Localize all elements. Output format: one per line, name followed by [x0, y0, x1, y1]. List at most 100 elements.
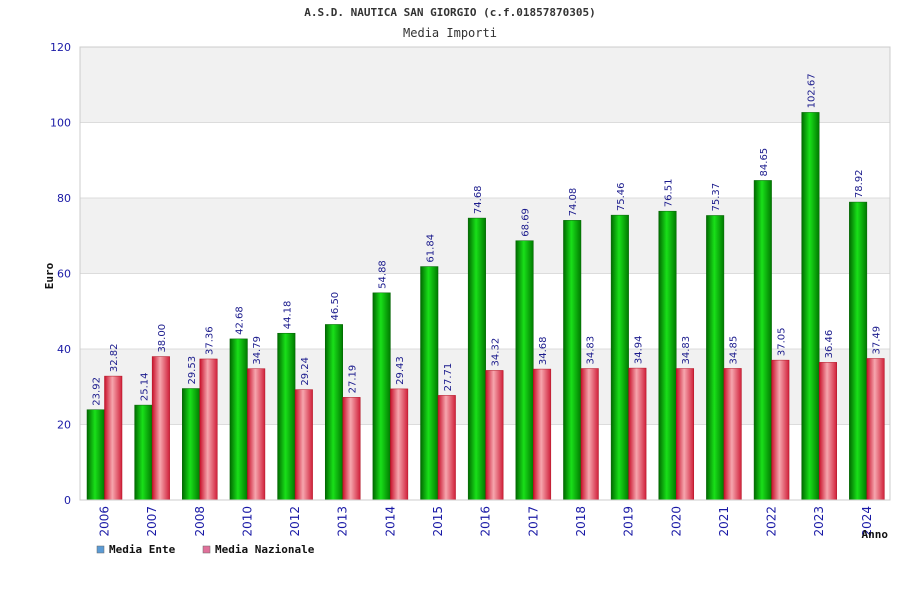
chart-subtitle: Media Importi — [403, 26, 497, 40]
bar-media-ente-2023 — [801, 112, 820, 501]
chart-title: A.S.D. NAUTICA SAN GIORGIO (c.f.01857870… — [304, 6, 595, 19]
bar-media-nazionale-2014 — [390, 388, 409, 501]
bar-media-nazionale-2012 — [294, 389, 313, 501]
data-label: 54.88 — [378, 260, 389, 289]
y-tick-label: 80 — [57, 192, 71, 205]
axes: 0 20 40 60 80 100 120 2006 2007 2008 2010 2012 2013 2… — [50, 41, 891, 537]
bar-media-nazionale-2017 — [533, 368, 552, 501]
bar-media-nazionale-2008 — [199, 358, 218, 501]
x-tick-label: 2024 — [860, 506, 874, 537]
bar-media-nazionale-2010 — [247, 368, 266, 501]
bar-media-ente-2015 — [420, 266, 439, 501]
bar-media-nazionale-2013 — [342, 397, 361, 501]
data-label: 29.24 — [300, 357, 311, 386]
x-tick-label: 2021 — [717, 506, 731, 537]
bar-media-ente-2013 — [324, 324, 343, 501]
data-label: 29.43 — [395, 356, 406, 385]
bar-media-ente-2012 — [277, 332, 296, 501]
x-tick-label: 2008 — [193, 506, 207, 537]
bar-media-ente-2024 — [849, 201, 868, 501]
plot-border — [79, 46, 891, 501]
legend-swatch — [96, 545, 105, 554]
y-tick-label: 20 — [57, 419, 71, 432]
data-label: 34.79 — [252, 336, 263, 365]
x-tick-label: 2010 — [240, 506, 254, 537]
bar-media-nazionale-2024 — [866, 358, 885, 501]
legend-swatch — [202, 545, 211, 554]
grid-band — [80, 47, 890, 123]
bar-media-ente-2020 — [658, 210, 677, 501]
bar-media-ente-2017 — [515, 240, 534, 501]
bar-media-nazionale-2020 — [676, 368, 695, 501]
data-label: 34.68 — [538, 336, 549, 365]
bar-media-ente-2016 — [467, 217, 486, 501]
data-label: 46.50 — [330, 292, 341, 321]
data-label: 38.00 — [157, 324, 168, 353]
legend-label: Media Ente — [109, 543, 176, 556]
bar-media-ente-2014 — [372, 292, 391, 501]
data-label: 37.05 — [776, 327, 787, 356]
bar-media-nazionale-2007 — [151, 356, 170, 501]
data-label: 23.92 — [92, 377, 103, 406]
y-tick-label: 100 — [50, 117, 71, 130]
x-axis-label: Anno — [862, 528, 889, 541]
x-tick-label: 2017 — [526, 506, 540, 537]
data-label: 25.14 — [139, 372, 150, 401]
legend: Media Ente Media Nazionale — [96, 543, 315, 556]
x-tick-label: 2022 — [765, 506, 779, 537]
bar-media-nazionale-2018 — [580, 368, 599, 501]
bar-media-ente-2006 — [86, 409, 105, 501]
bar-media-ente-2007 — [134, 404, 153, 501]
y-tick-label: 40 — [57, 343, 71, 356]
x-tick-label: 2016 — [479, 506, 493, 537]
data-label: 36.46 — [824, 330, 835, 359]
x-tick-label: 2023 — [812, 506, 826, 537]
bar-media-nazionale-2015 — [437, 395, 456, 501]
x-tick-label: 2018 — [574, 506, 588, 537]
data-label: 34.83 — [681, 336, 692, 365]
data-label: 34.94 — [633, 335, 644, 364]
bar-media-ente-2008 — [182, 388, 201, 501]
bar-media-ente-2018 — [563, 220, 582, 501]
bars — [86, 112, 885, 501]
bar-media-nazionale-2016 — [485, 370, 504, 501]
y-axis-label: Euro — [43, 262, 56, 289]
x-tick-label: 2013 — [336, 506, 350, 537]
data-label: 32.82 — [109, 343, 120, 372]
x-tick-label: 2006 — [98, 506, 112, 537]
x-tick-label: 2019 — [622, 506, 636, 537]
data-label: 61.84 — [425, 234, 436, 263]
data-label: 75.46 — [616, 182, 627, 211]
data-label: 34.85 — [729, 336, 740, 365]
x-tick-label: 2015 — [431, 506, 445, 537]
data-label: 75.37 — [711, 183, 722, 212]
data-label: 44.18 — [282, 301, 293, 330]
bar-media-ente-2010 — [229, 338, 248, 501]
data-label: 27.19 — [347, 365, 358, 394]
data-labels: 23.92 32.82 25.14 38.00 29.53 37.36 42.68 34.79… — [92, 73, 883, 405]
data-label: 68.69 — [521, 208, 532, 237]
legend-label: Media Nazionale — [215, 543, 315, 556]
x-tick-label: 2020 — [669, 506, 683, 537]
bar-media-nazionale-2021 — [723, 368, 742, 501]
y-tick-label: 120 — [50, 41, 71, 54]
data-label: 42.68 — [235, 306, 246, 335]
data-label: 29.53 — [187, 356, 198, 385]
bar-media-nazionale-2006 — [104, 375, 123, 501]
bar-media-nazionale-2019 — [628, 367, 647, 501]
bar-media-ente-2022 — [753, 180, 772, 501]
x-tick-label: 2012 — [288, 506, 302, 537]
data-label: 27.71 — [443, 363, 454, 392]
data-label: 78.92 — [854, 169, 865, 198]
data-label: 74.08 — [568, 188, 579, 217]
data-label: 74.68 — [473, 185, 484, 214]
x-tick-label: 2007 — [145, 506, 159, 537]
y-tick-label: 0 — [64, 494, 71, 507]
data-label: 37.49 — [872, 326, 883, 355]
y-tick-label: 60 — [57, 268, 71, 281]
data-label: 84.65 — [759, 148, 770, 177]
data-label: 76.51 — [664, 179, 675, 208]
data-label: 34.32 — [490, 338, 501, 367]
